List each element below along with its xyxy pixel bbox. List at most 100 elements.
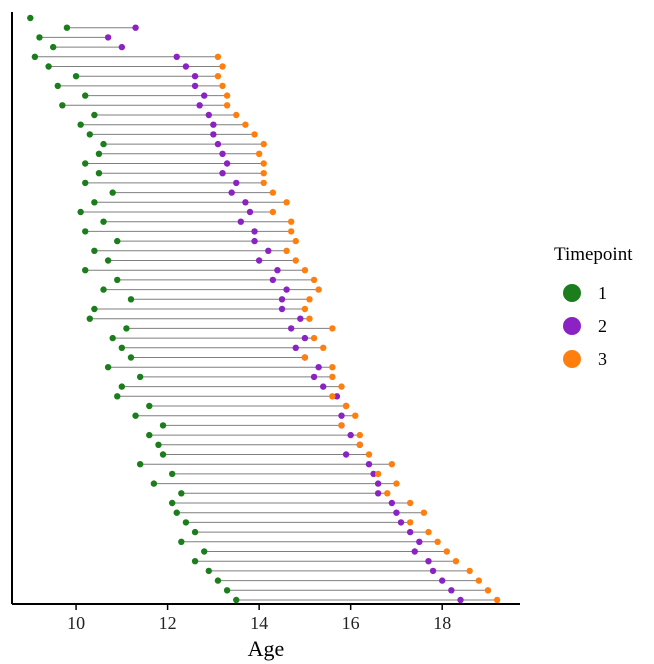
timepoint-2-point — [406, 528, 414, 536]
timepoint-3-point — [301, 305, 309, 313]
x-tick-label: 10 — [67, 613, 85, 633]
timepoint-1-point — [109, 334, 116, 342]
timepoint-1-point — [168, 470, 176, 478]
timepoint-3-point — [283, 199, 290, 206]
timepoint-3-point — [338, 383, 345, 390]
timepoint-1-point — [114, 237, 121, 245]
timepoint-1-point — [31, 53, 39, 60]
timepoint-2-point — [242, 199, 249, 206]
timepoint-1-point — [82, 92, 89, 99]
timepoint-3-point — [219, 63, 226, 70]
timepoint-1-point — [91, 247, 98, 254]
timepoint-2-point — [118, 43, 126, 51]
x-tick-label: 16 — [342, 613, 360, 633]
timepoint-3-point — [356, 431, 364, 439]
timepoint-1-point — [173, 509, 180, 516]
timepoint-2-point — [365, 461, 373, 468]
timepoint-1-point — [36, 34, 43, 41]
timepoint-2-point — [374, 480, 382, 487]
timepoint-1-point — [233, 596, 240, 604]
timepoint-1-point — [95, 170, 103, 177]
timepoint-2-point — [132, 24, 139, 31]
timepoint-1-point — [182, 519, 190, 526]
timepoint-1-point — [72, 73, 80, 80]
timepoint-2-point — [287, 325, 295, 332]
timepoint-1-point — [214, 577, 222, 584]
timepoint-2-point — [205, 111, 212, 119]
timepoint-3-point — [342, 402, 350, 410]
timepoint-2-point — [438, 577, 446, 584]
timepoint-3-point — [493, 596, 501, 604]
timepoint-3-point — [388, 461, 396, 468]
timepoint-1-point — [178, 490, 185, 497]
timepoint-3-point — [306, 315, 313, 322]
timepoint-1-point — [191, 558, 199, 565]
timepoint-3-point — [329, 373, 336, 381]
legend-title: Timepoint — [554, 244, 633, 265]
timepoint-1-point — [146, 402, 153, 410]
timepoint-2-point — [370, 470, 377, 478]
timepoint-3-point — [475, 577, 483, 584]
timepoint-1-point — [127, 296, 135, 303]
timepoint-1-point — [86, 315, 94, 322]
timepoint-1-point — [178, 538, 185, 545]
legend-swatch-3 — [563, 350, 581, 368]
timepoint-2-point — [292, 344, 299, 351]
timepoint-3-point — [251, 131, 258, 138]
timepoint-2-point — [320, 383, 327, 390]
timepoint-1-point — [27, 14, 34, 22]
timepoint-2-point — [246, 208, 254, 216]
timepoint-2-point — [228, 189, 235, 196]
timepoint-1-point — [223, 587, 231, 594]
timepoint-3-point — [301, 267, 309, 274]
timepoint-3-point — [260, 160, 267, 167]
timepoint-3-point — [287, 218, 295, 225]
timepoint-2-point — [393, 509, 400, 516]
timepoint-2-point — [416, 538, 423, 545]
timepoint-2-point — [278, 296, 286, 303]
timepoint-3-point — [329, 325, 336, 332]
timepoint-3-point — [219, 82, 226, 90]
timepoint-1-point — [123, 325, 130, 332]
timepoint-1-point — [118, 383, 126, 390]
timepoint-3-point — [301, 354, 309, 361]
timepoint-2-point — [191, 73, 199, 80]
timepoint-3-point — [393, 480, 400, 487]
timepoint-3-point — [214, 53, 222, 60]
x-tick-label: 12 — [159, 613, 177, 633]
timepoint-1-point — [91, 305, 98, 313]
timepoint-2-point — [210, 131, 217, 138]
timepoint-3-point — [365, 451, 373, 458]
timepoint-2-point — [255, 257, 263, 264]
timepoint-1-point — [100, 218, 107, 225]
timepoint-2-point — [297, 315, 304, 322]
timepoint-3-point — [214, 73, 222, 80]
timepoint-1-point — [159, 422, 167, 429]
segment-layer — [34, 27, 498, 601]
timepoint-1-point — [146, 431, 153, 439]
timepoint-1-point — [155, 441, 162, 448]
timepoint-1-point — [54, 82, 61, 90]
timepoint-3-point — [269, 189, 277, 196]
timepoint-3-point — [420, 509, 428, 516]
timepoint-3-point — [287, 228, 295, 235]
timepoint-1-point — [159, 451, 167, 458]
timepoint-1-point — [100, 140, 107, 148]
legend-label-3: 3 — [598, 349, 607, 369]
timepoint-2-point — [429, 567, 437, 575]
timepoint-2-point — [251, 237, 258, 245]
timepoint-1-point — [59, 102, 66, 109]
timepoint-1-point — [168, 499, 176, 507]
timepoint-2-point — [104, 34, 112, 41]
timepoint-1-point — [91, 111, 98, 119]
timepoint-2-point — [388, 499, 396, 507]
timepoint-3-point — [233, 111, 240, 119]
timepoint-3-point — [356, 441, 364, 448]
timepoint-2-point — [210, 121, 217, 128]
timepoint-3-point — [329, 364, 336, 371]
timepoint-3-point — [260, 179, 267, 187]
timepoint-2-point — [219, 150, 226, 157]
timepoint-2-point — [397, 519, 405, 526]
timepoint-2-point — [223, 160, 231, 167]
timepoint-3-point — [406, 499, 414, 507]
